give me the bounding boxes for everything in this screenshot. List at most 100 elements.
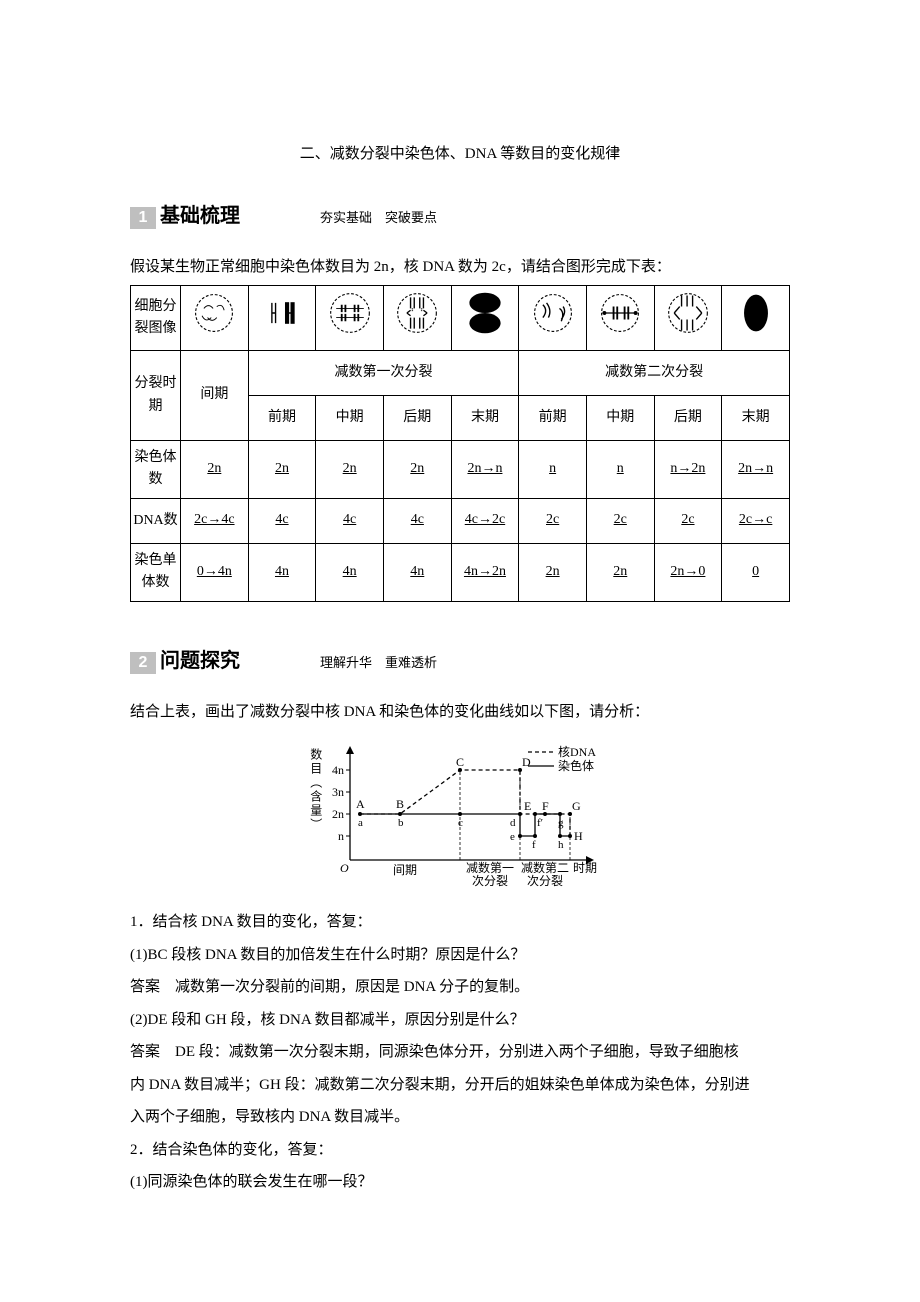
- q1-2: (2)DE 段和 GH 段，核 DNA 数目都减半，原因分别是什么？: [130, 1006, 790, 1035]
- sub-t1: 末期: [451, 396, 519, 441]
- cell-img-m1-ana: [383, 286, 451, 351]
- section-1-header: 1 基础梳理 夯实基础 突破要点: [130, 197, 790, 235]
- dna-6: 2c: [586, 498, 654, 543]
- section-1-sub: 夯实基础 突破要点: [320, 206, 437, 231]
- section-2-title: 问题探究: [160, 642, 240, 680]
- svg-text:n: n: [338, 829, 344, 843]
- chart-intro: 结合上表，画出了减数分裂中核 DNA 和染色体的变化曲线如以下图，请分析：: [130, 698, 790, 727]
- chromatid-5: 2n: [519, 543, 587, 601]
- sub-p2: 前期: [519, 396, 587, 441]
- section-1-badge: 1: [130, 207, 156, 229]
- a1-1: 答案 减数第一次分裂前的间期，原因是 DNA 分子的复制。: [130, 973, 790, 1002]
- svg-text:次分裂: 次分裂: [527, 874, 563, 888]
- svg-text:3n: 3n: [332, 785, 344, 799]
- section-1-title: 基础梳理: [160, 197, 240, 235]
- q2-1: (1)同源染色体的联会发生在哪一段？: [130, 1168, 790, 1197]
- svg-text:b: b: [398, 817, 404, 829]
- sub-t2: 末期: [722, 396, 790, 441]
- cell-img-m2-meta: [586, 286, 654, 351]
- sub-m2: 中期: [586, 396, 654, 441]
- chrom-8: 2n→n: [722, 441, 790, 499]
- section-2-header: 2 问题探究 理解升华 重难透析: [130, 642, 790, 680]
- svg-text:4n: 4n: [332, 763, 344, 777]
- q1-1: (1)BC 段核 DNA 数目的加倍发生在什么时期？原因是什么？: [130, 941, 790, 970]
- cell-img-m1-meta: [316, 286, 384, 351]
- chromatid-6: 2n: [586, 543, 654, 601]
- chromatid-7: 2n→0: [654, 543, 722, 601]
- meiosis-chart: 核DNA 染色体 4n 3n 2n n A B C D E: [310, 740, 610, 890]
- chrom-1: 2n: [248, 441, 316, 499]
- svg-text:F: F: [542, 799, 549, 813]
- svg-text:减数第一: 减数第一: [466, 860, 514, 875]
- svg-text:d: d: [510, 817, 516, 829]
- chrom-6: n: [586, 441, 654, 499]
- svg-text:间期: 间期: [393, 863, 417, 877]
- cell-meiosis1: 减数第一次分裂: [248, 351, 519, 396]
- svg-text:h: h: [558, 839, 564, 851]
- sub-p1: 前期: [248, 396, 316, 441]
- svg-text:C: C: [456, 755, 464, 769]
- svg-text:E: E: [524, 799, 531, 813]
- page-title: 二、减数分裂中染色体、DNA 等数目的变化规律: [130, 140, 790, 169]
- cell-img-m2-telo: [722, 286, 790, 351]
- cell-meiosis2: 减数第二次分裂: [519, 351, 790, 396]
- svg-text:2n: 2n: [332, 807, 344, 821]
- cell-img-m2-ana: [654, 286, 722, 351]
- chrom-0: 2n: [181, 441, 249, 499]
- row-chrom-label: 染色体数: [131, 441, 181, 499]
- svg-text:f: f: [532, 839, 536, 851]
- cell-img-m2-pro: [519, 286, 587, 351]
- svg-text:染色体: 染色体: [558, 758, 594, 773]
- svg-text:D: D: [522, 755, 531, 769]
- dna-8: 2c→c: [722, 498, 790, 543]
- row-period-label: 分裂时期: [131, 351, 181, 441]
- chromatid-4: 4n→2n: [451, 543, 519, 601]
- chrom-4: 2n→n: [451, 441, 519, 499]
- dna-3: 4c: [383, 498, 451, 543]
- cell-img-m1-pro: [248, 286, 316, 351]
- dna-7: 2c: [654, 498, 722, 543]
- y-axis-label: 数目（含量）: [304, 748, 327, 832]
- chromatid-2: 4n: [316, 543, 384, 601]
- svg-text:g: g: [558, 817, 564, 829]
- a1-2c: 入两个子细胞，导致核内 DNA 数目减半。: [130, 1103, 790, 1132]
- meiosis-table: 细胞分裂图像: [130, 285, 790, 602]
- svg-text:核DNA: 核DNA: [558, 745, 596, 759]
- svg-text:减数第二: 减数第二: [521, 860, 569, 875]
- row-dna-label: DNA数: [131, 498, 181, 543]
- chromatid-3: 4n: [383, 543, 451, 601]
- svg-text:f′: f′: [537, 817, 543, 829]
- section-2-sub: 理解升华 重难透析: [320, 651, 437, 676]
- chrom-7: n→2n: [654, 441, 722, 499]
- q1: 1．结合核 DNA 数目的变化，答复：: [130, 908, 790, 937]
- svg-text:A: A: [356, 797, 365, 811]
- section-2-badge: 2: [130, 652, 156, 674]
- chrom-3: 2n: [383, 441, 451, 499]
- a1-2a: 答案 DE 段：减数第一次分裂末期，同源染色体分开，分别进入两个子细胞，导致子细…: [130, 1038, 790, 1067]
- svg-text:G: G: [572, 799, 581, 813]
- svg-text:时期: 时期: [573, 861, 597, 875]
- intro-text: 假设某生物正常细胞中染色体数目为 2n，核 DNA 数为 2c，请结合图形完成下…: [130, 253, 790, 282]
- row-image-label: 细胞分裂图像: [131, 286, 181, 351]
- sub-a2: 后期: [654, 396, 722, 441]
- chrom-5: n: [519, 441, 587, 499]
- sub-m1: 中期: [316, 396, 384, 441]
- svg-text:H: H: [574, 829, 583, 843]
- q2: 2．结合染色体的变化，答复：: [130, 1136, 790, 1165]
- dna-4: 4c→2c: [451, 498, 519, 543]
- chromatid-8: 0: [722, 543, 790, 601]
- chrom-2: 2n: [316, 441, 384, 499]
- dna-1: 4c: [248, 498, 316, 543]
- svg-text:a: a: [358, 817, 363, 829]
- dna-0: 2c→4c: [181, 498, 249, 543]
- dna-2: 4c: [316, 498, 384, 543]
- svg-text:B: B: [396, 797, 404, 811]
- cell-img-interphase: [181, 286, 249, 351]
- cell-img-m1-telo: [451, 286, 519, 351]
- row-chromatid-label: 染色单体数: [131, 543, 181, 601]
- sub-a1: 后期: [383, 396, 451, 441]
- cell-interphase: 间期: [181, 351, 249, 441]
- svg-text:e: e: [510, 831, 515, 843]
- svg-text:次分裂: 次分裂: [472, 874, 508, 888]
- chromatid-1: 4n: [248, 543, 316, 601]
